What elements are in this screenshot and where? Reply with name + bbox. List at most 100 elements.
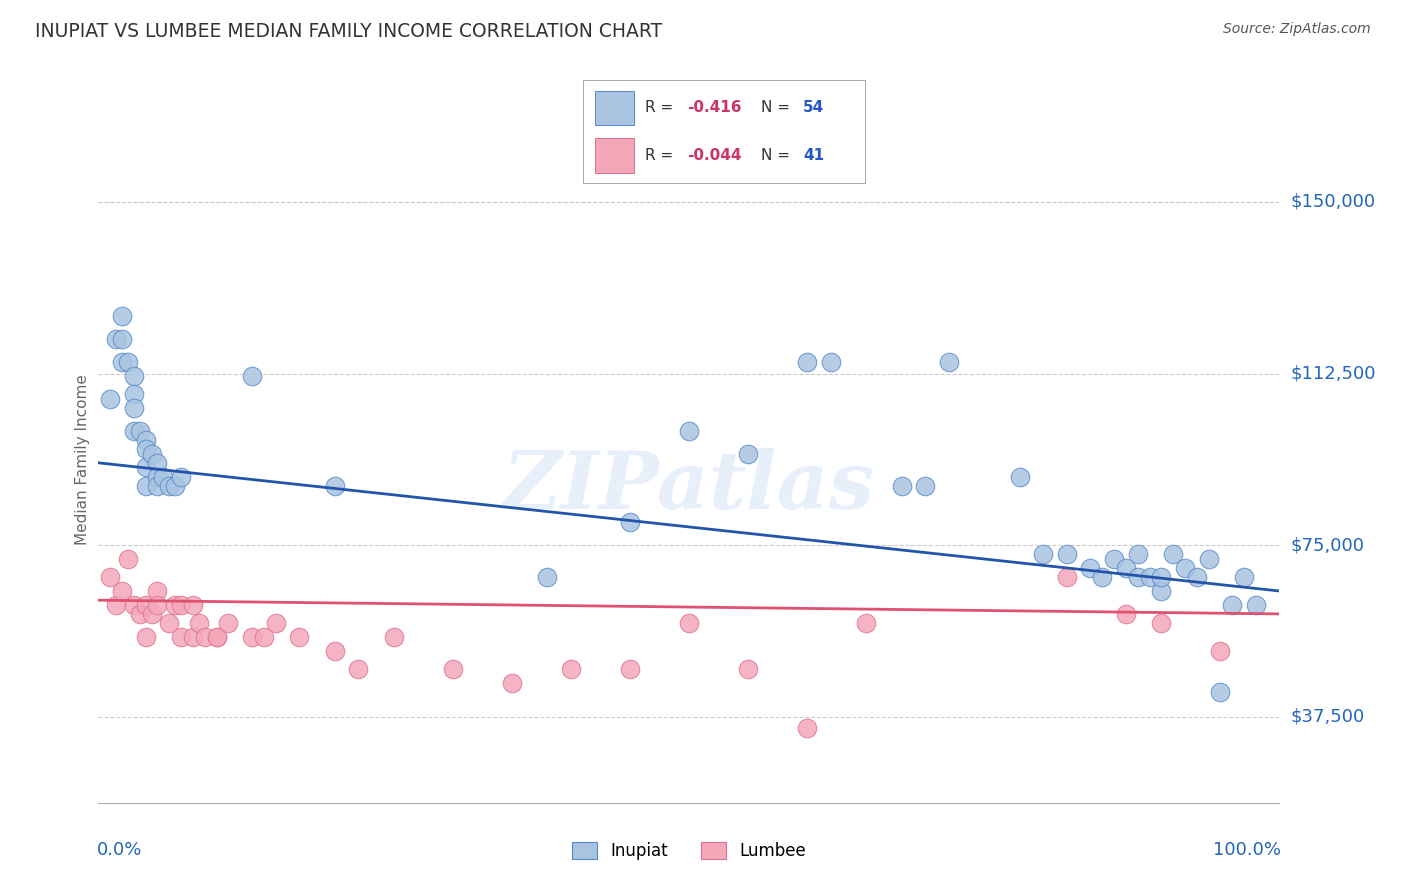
Point — [1150, 616, 1173, 631]
Point — [205, 630, 228, 644]
Y-axis label: Median Family Income: Median Family Income — [75, 374, 90, 545]
Point — [796, 355, 818, 369]
Point — [135, 630, 157, 644]
Point — [1150, 584, 1173, 599]
Point — [1126, 548, 1149, 562]
Point — [1080, 561, 1102, 575]
Point — [1115, 607, 1137, 621]
Point — [122, 387, 145, 401]
Point — [117, 552, 139, 566]
Point — [678, 616, 700, 631]
Point — [240, 368, 263, 383]
Text: -0.044: -0.044 — [688, 148, 742, 162]
Point — [323, 643, 346, 657]
Point — [122, 368, 145, 383]
Text: Source: ZipAtlas.com: Source: ZipAtlas.com — [1223, 22, 1371, 37]
Point — [146, 456, 169, 470]
Text: $112,500: $112,500 — [1291, 365, 1376, 383]
Text: N =: N = — [761, 101, 790, 115]
Point — [135, 479, 157, 493]
Point — [501, 675, 523, 690]
Text: INUPIAT VS LUMBEE MEDIAN FAMILY INCOME CORRELATION CHART: INUPIAT VS LUMBEE MEDIAN FAMILY INCOME C… — [35, 22, 662, 41]
Point — [170, 598, 193, 612]
Point — [122, 401, 145, 415]
Point — [1244, 598, 1267, 612]
Point — [111, 310, 134, 324]
Point — [382, 630, 405, 644]
Point — [135, 433, 157, 447]
Point — [536, 570, 558, 584]
Point — [98, 570, 121, 584]
Point — [890, 479, 912, 493]
Point — [820, 355, 842, 369]
Point — [855, 616, 877, 631]
Point — [1174, 561, 1197, 575]
Point — [217, 616, 239, 631]
Point — [157, 479, 180, 493]
Point — [1008, 469, 1031, 483]
Point — [128, 607, 150, 621]
Point — [288, 630, 311, 644]
Point — [1150, 570, 1173, 584]
Text: $37,500: $37,500 — [1291, 708, 1365, 726]
Point — [619, 662, 641, 676]
Point — [264, 616, 287, 631]
Text: -0.416: -0.416 — [688, 101, 742, 115]
Point — [1233, 570, 1256, 584]
Point — [146, 469, 169, 483]
Point — [1209, 685, 1232, 699]
Point — [165, 598, 187, 612]
Point — [1161, 548, 1184, 562]
Point — [1220, 598, 1243, 612]
Point — [1185, 570, 1208, 584]
Point — [619, 516, 641, 530]
Point — [1209, 643, 1232, 657]
Point — [152, 469, 174, 483]
Point — [441, 662, 464, 676]
Point — [737, 662, 759, 676]
Point — [181, 598, 204, 612]
Point — [796, 722, 818, 736]
Point — [914, 479, 936, 493]
Text: 100.0%: 100.0% — [1212, 840, 1281, 859]
Point — [157, 616, 180, 631]
Bar — [595, 137, 634, 173]
Bar — [595, 91, 634, 126]
Point — [1198, 552, 1220, 566]
Point — [187, 616, 209, 631]
Point — [111, 584, 134, 599]
Point — [938, 355, 960, 369]
Point — [678, 424, 700, 438]
Point — [141, 447, 163, 461]
Point — [1115, 561, 1137, 575]
Text: 41: 41 — [803, 148, 824, 162]
Point — [1056, 570, 1078, 584]
Point — [560, 662, 582, 676]
Text: N =: N = — [761, 148, 790, 162]
Point — [170, 630, 193, 644]
Point — [181, 630, 204, 644]
Point — [347, 662, 370, 676]
Text: R =: R = — [645, 101, 673, 115]
Point — [111, 355, 134, 369]
Text: $75,000: $75,000 — [1291, 536, 1365, 554]
Text: ZIPatlas: ZIPatlas — [503, 448, 875, 525]
Point — [165, 479, 187, 493]
Text: 54: 54 — [803, 101, 824, 115]
Point — [122, 424, 145, 438]
Point — [105, 332, 128, 346]
Text: 0.0%: 0.0% — [97, 840, 142, 859]
Point — [146, 584, 169, 599]
Point — [98, 392, 121, 406]
Point — [146, 479, 169, 493]
Point — [117, 355, 139, 369]
Point — [128, 424, 150, 438]
Point — [253, 630, 276, 644]
Point — [1102, 552, 1125, 566]
Point — [1139, 570, 1161, 584]
Point — [194, 630, 217, 644]
Point — [205, 630, 228, 644]
Point — [240, 630, 263, 644]
Legend: Inupiat, Lumbee: Inupiat, Lumbee — [572, 841, 806, 860]
Text: $150,000: $150,000 — [1291, 193, 1375, 211]
